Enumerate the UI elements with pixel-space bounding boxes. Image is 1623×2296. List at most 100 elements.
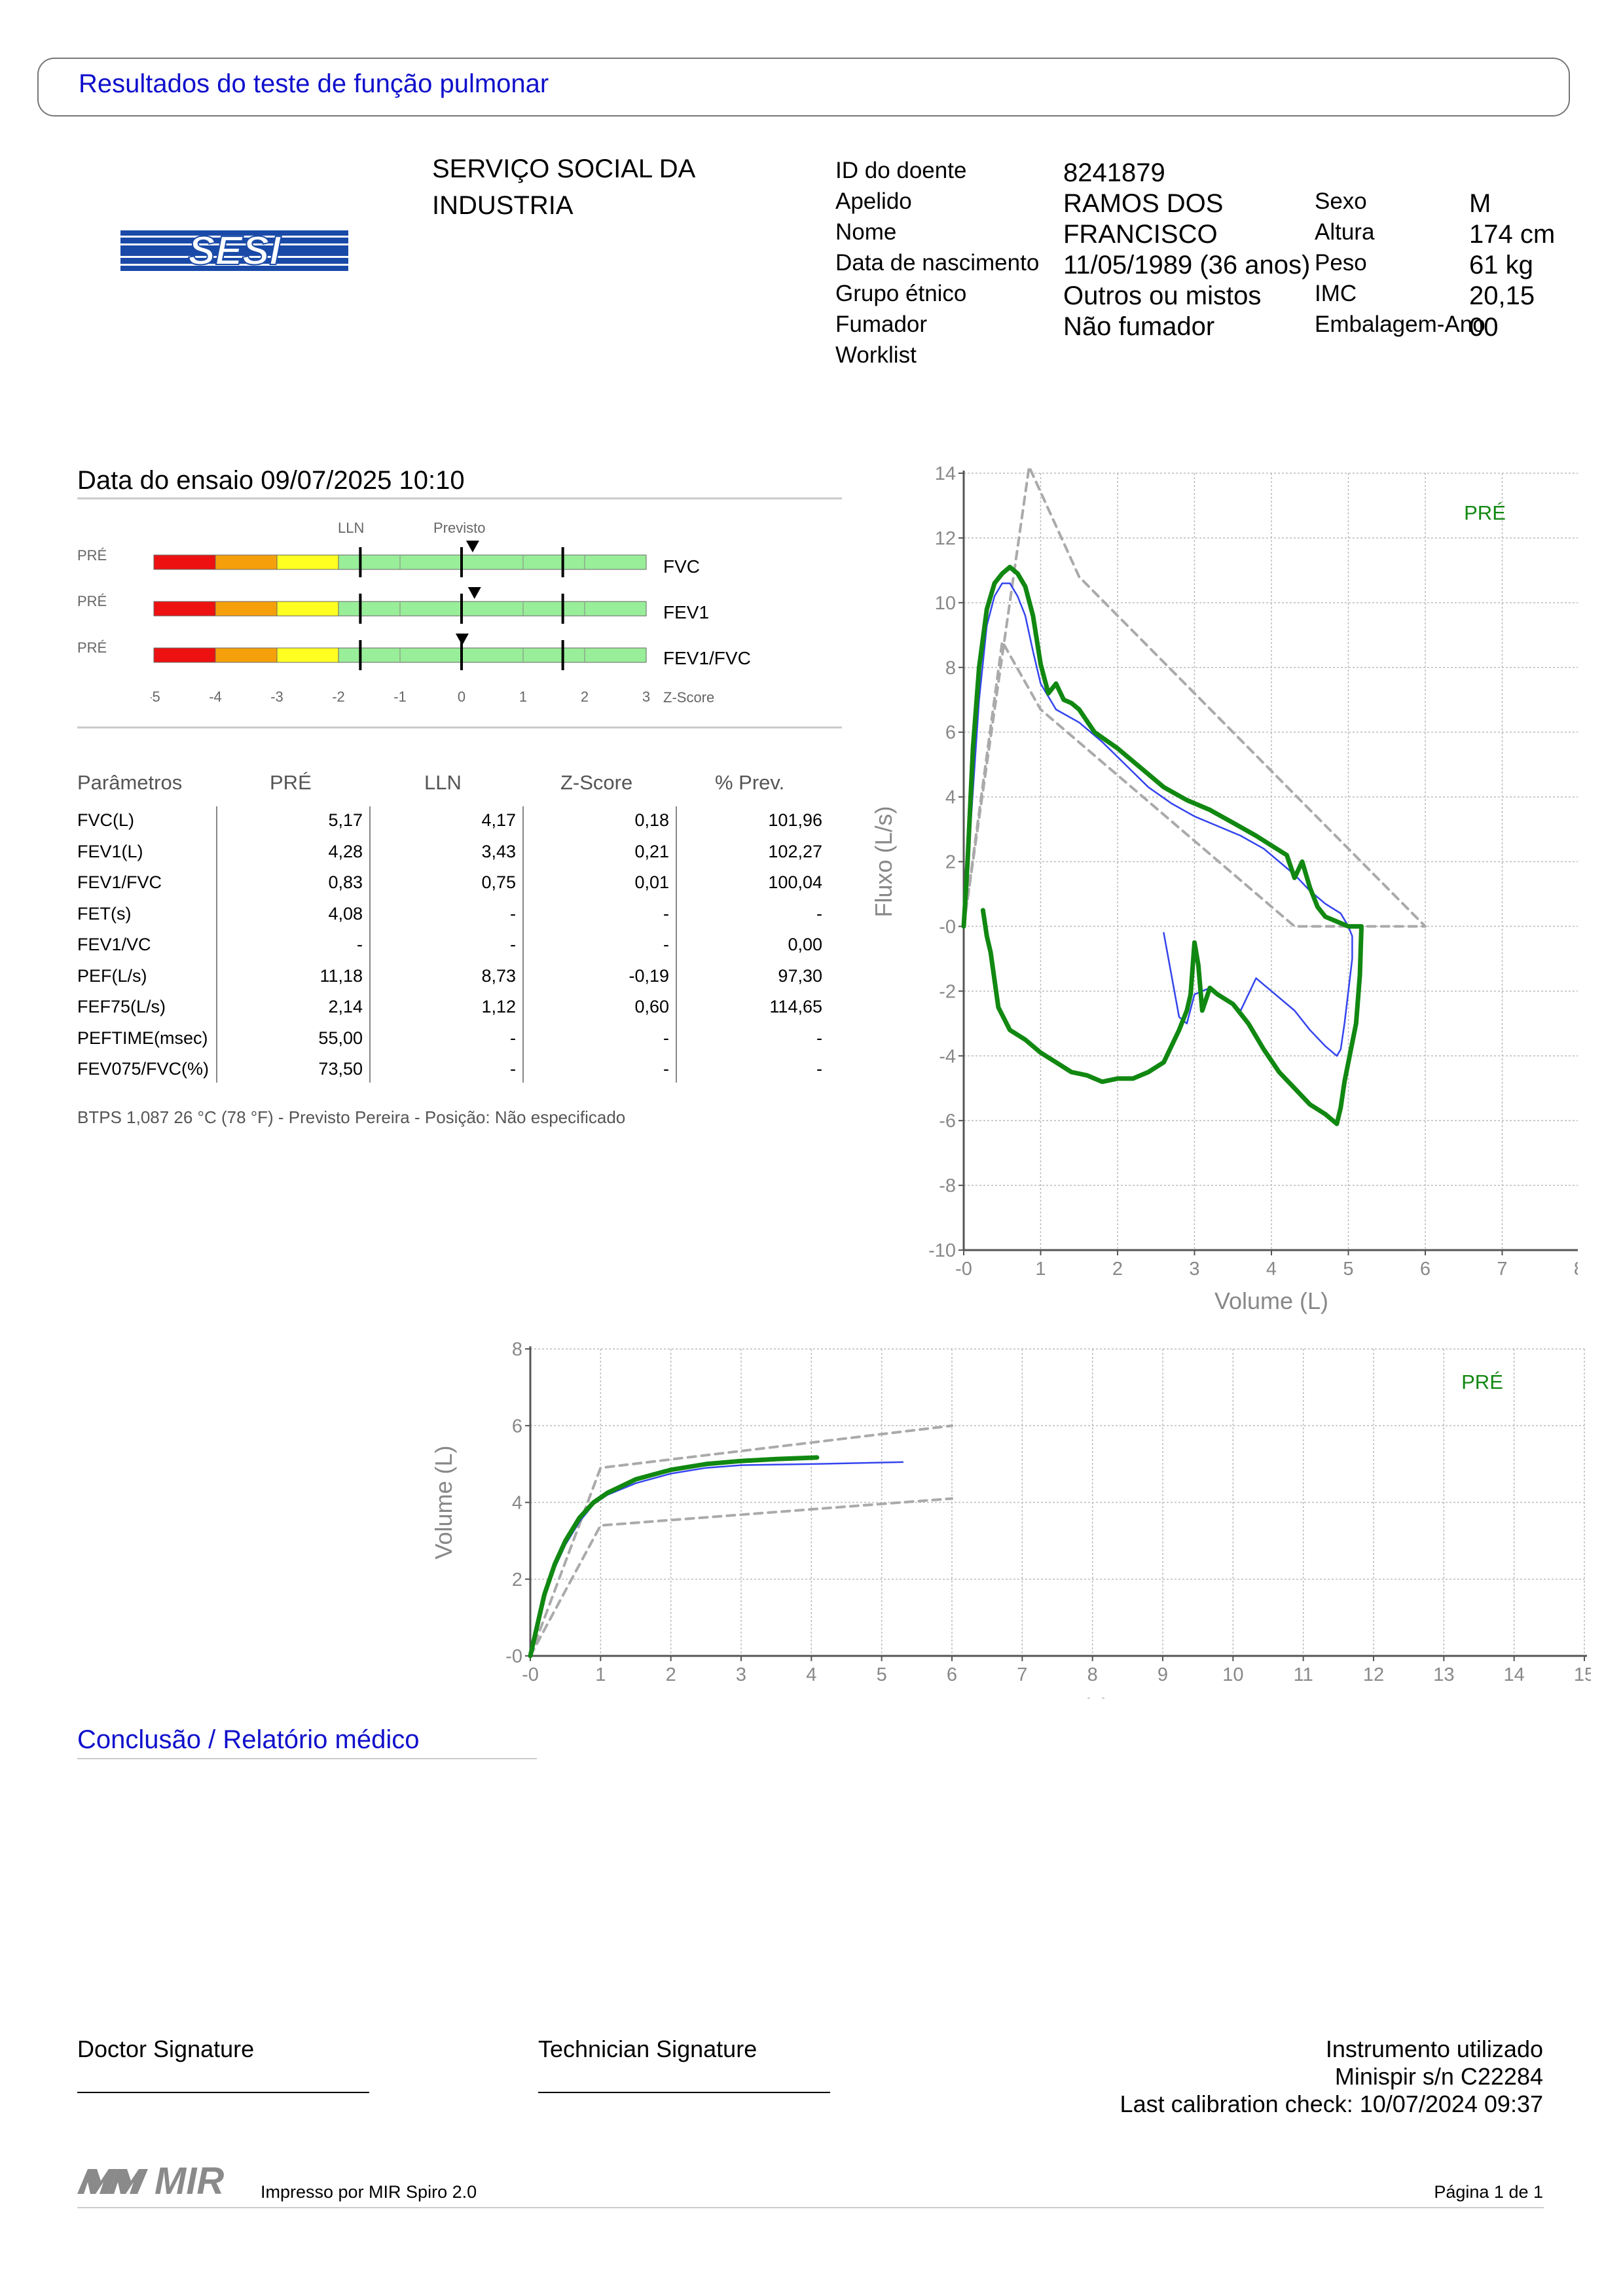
y-tick-label: 6 [945,723,956,744]
best-pre-curve [961,564,1364,1126]
dob-label: Data de nascimento [835,250,1040,276]
y-tick-label: 12 [935,528,956,549]
zbar-segment [276,554,339,570]
zscore-tick: -5 [151,689,160,705]
x-tick-label: 9 [1158,1664,1168,1685]
x-tick-label: 3 [1189,1259,1199,1280]
btps-note: BTPS 1,087 26 °C (78 °F) - Previsto Pere… [77,1107,626,1127]
worklist-label: Worklist [835,342,917,368]
param-name-cell: FET(s) [77,903,132,924]
x-tick-label: -0 [522,1664,539,1685]
param-value-cell: - [663,1028,669,1048]
y-tick-label: -6 [939,1111,956,1132]
param-value-cell: - [663,903,669,924]
predicted-reference-line [962,465,1427,928]
col-header: Z-Score [560,771,633,794]
technician-signature-line [538,2092,830,2093]
param-value-cell: 1,12 [481,997,516,1016]
param-value-cell: - [816,1059,822,1079]
param-name-cell: FEV1/FVC [77,872,162,892]
y-tick-label: 4 [512,1493,522,1514]
test-date: Data do ensaio 09/07/2025 10:10 [77,466,465,495]
zbar-normal [338,601,647,617]
x-tick-label: 4 [806,1664,816,1685]
best-pre-curve [528,1455,820,1659]
weight-label: Peso [1315,250,1367,276]
x-tick-label: 6 [1420,1259,1431,1280]
instrument-serial: Minispir s/n C22284 [1334,2063,1543,2090]
zscore-tick: 2 [581,689,589,705]
param-name-cell: FEV1/VC [77,935,151,954]
param-value-cell: 2,14 [328,997,363,1016]
y-tick-label: -4 [939,1046,956,1067]
x-tick-label: 14 [1504,1664,1525,1685]
institution-name: SERVIÇO SOCIAL DA INDUSTRIA [432,151,773,224]
zrow-name: FEV1/FVC [663,648,751,668]
id-label: ID do doente [835,158,967,183]
param-value-cell: 55,00 [318,1028,363,1048]
zscore-tick: -2 [332,689,345,705]
page-number: Página 1 de 1 [1434,2182,1543,2202]
predicted-label: Previsto [433,520,486,536]
param-value-cell: - [816,903,822,924]
printed-by: Impresso por MIR Spiro 2.0 [261,2182,477,2202]
bmi-value: 20,15 [1469,281,1535,310]
zscore-tick: 1 [519,689,527,705]
x-tick-label: 12 [1363,1664,1384,1685]
smoker-label: Fumador [835,312,928,337]
zbar-segment [153,647,216,663]
conclusion-title: Conclusão / Relatório médico [77,1725,420,1754]
zscore-arrow-icon [465,541,479,552]
col-header: PRÉ [270,771,312,794]
sesi-logo: SESI [120,228,348,274]
pack-years-value: 00 [1469,313,1499,342]
x-tick-label: 4 [1266,1259,1277,1280]
doctor-signature-label: Doctor Signature [77,2036,255,2062]
zscore-arrow-icon [467,587,481,599]
col-header: LLN [424,771,462,794]
dob-value: 11/05/1989 (36 anos) [1063,251,1311,279]
param-value-cell: 0,00 [788,935,822,954]
technician-signature-label: Technician Signature [538,2036,757,2062]
x-tick-label: 3 [736,1664,746,1685]
height-label: Altura [1315,219,1375,245]
pack-years-label: Embalagem-Ano [1315,312,1486,337]
zrow-tag: PRÉ [77,593,107,609]
param-value-cell: 3,43 [481,841,516,861]
param-value-cell: 100,04 [768,872,822,892]
zbar-segment [215,601,278,617]
ethnic-value: Outros ou mistos [1063,281,1262,310]
x-tick-label: 10 [1222,1664,1243,1685]
predicted-reference-line [529,1497,953,1657]
x-axis-title: Tempo (s) [1005,1693,1110,1698]
zbar-normal [338,554,647,570]
param-value-cell: - [510,1059,516,1079]
table-divider [676,806,677,1083]
x-tick-label: 15 [1574,1664,1591,1685]
zbar-segment [215,554,278,570]
logo-text: SESI [188,230,282,271]
param-name-cell: FEF75(L/s) [77,997,166,1016]
zrow-tag: PRÉ [77,639,107,656]
x-tick-label: 5 [877,1664,887,1685]
blue-trial-curve [962,582,1353,1057]
param-value-cell: 0,60 [634,997,669,1016]
surname-label: Apelido [835,188,912,214]
param-value-cell: - [816,1028,822,1048]
param-value-cell: - [663,1059,669,1079]
param-name-cell: FEV075/FVC(%) [77,1059,210,1079]
zbar-segment [276,601,339,617]
zbar-normal [338,647,647,663]
y-tick-label: -2 [939,981,956,1002]
table-divider [216,806,217,1083]
param-value-cell: 97,30 [778,965,822,986]
col-header: % Prev. [715,771,785,794]
x-tick-label: 5 [1343,1259,1353,1280]
zbar-segment [215,647,278,663]
y-tick-label: 4 [945,787,956,808]
param-value-cell: - [510,1028,516,1048]
param-value-cell: 5,17 [328,810,363,830]
y-tick-label: 10 [935,593,956,614]
table-divider [522,806,524,1083]
y-tick-label: 6 [512,1416,522,1437]
